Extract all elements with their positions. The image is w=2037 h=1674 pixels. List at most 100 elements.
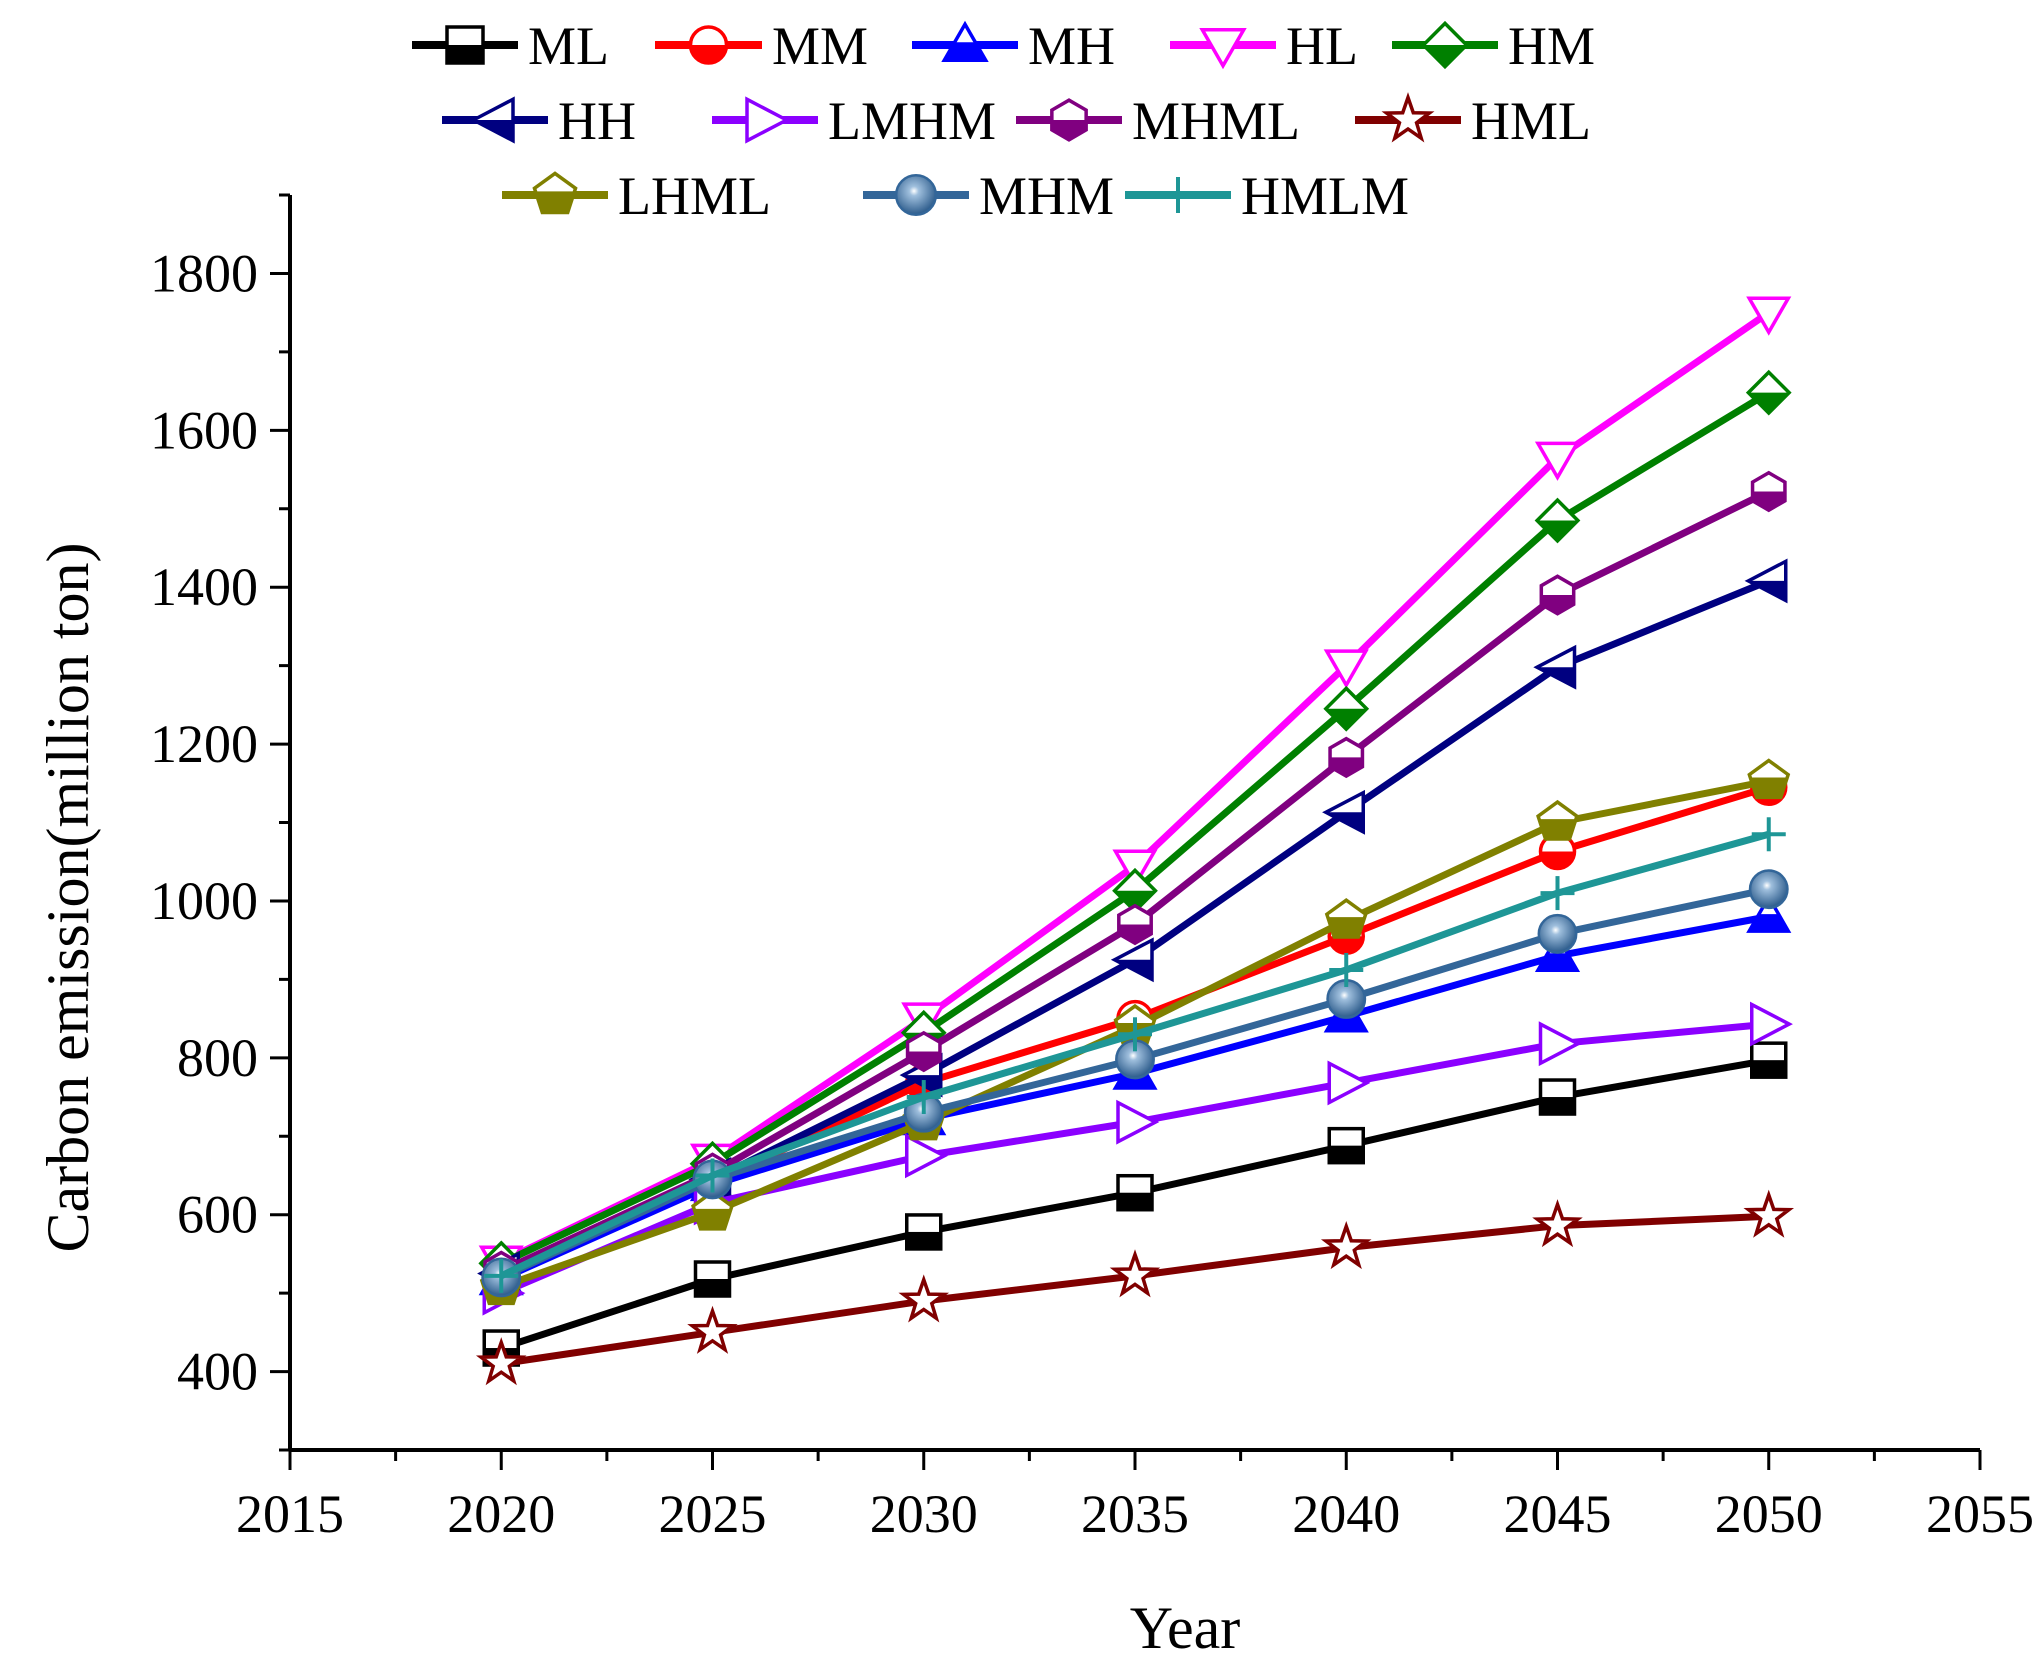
y-tick-label-1800: 1800: [150, 243, 258, 303]
legend-marker-hmlm: [1160, 177, 1196, 213]
marker-fill: [1051, 120, 1087, 140]
data-point-ml-2040: [1327, 1126, 1365, 1165]
marker-outline: [1746, 296, 1792, 336]
legend-marker-mhml: [1050, 98, 1088, 142]
marker-fill: [1538, 819, 1577, 840]
marker-outline: [687, 1305, 738, 1354]
data-point-hmlm-2045: [1540, 876, 1575, 911]
data-point-lhml-2025: [691, 1189, 734, 1231]
legend-label-mh: MH: [1028, 16, 1115, 76]
marker-fill: [1540, 1097, 1575, 1115]
data-point-mhml-2040: [1328, 736, 1365, 779]
legend-item-hmlm: HMLM: [1125, 166, 1409, 226]
data-point-hmlm-2020: [484, 1258, 519, 1293]
legend-marker-mm: [688, 25, 729, 65]
data-point-hmlm-2025: [695, 1158, 730, 1193]
data-point-mhml-2050: [1750, 470, 1787, 513]
marker-fill: [1325, 708, 1367, 730]
marker-fill: [1329, 1145, 1364, 1163]
x-tick-label-2020: 2020: [447, 1484, 555, 1544]
marker-fill: [1325, 812, 1364, 832]
data-point-lmhm-2035: [1116, 1099, 1160, 1145]
marker-fill: [535, 191, 575, 213]
legend-marker-hml: [1381, 92, 1435, 143]
data-point-hh-2045: [1533, 644, 1577, 690]
series-line-hml: [500, 1212, 1769, 1368]
marker-fill: [1423, 45, 1467, 67]
marker-outline: [1538, 1021, 1582, 1067]
data-point-mh-2050: [1746, 893, 1792, 933]
legend-marker-hm: [1420, 20, 1470, 70]
data-point-lmhm-2040: [1327, 1060, 1371, 1106]
y-tick-label-1000: 1000: [150, 871, 258, 931]
marker-fill: [1748, 392, 1790, 414]
legend-item-hl: HL: [1170, 16, 1358, 76]
marker-fill: [693, 1208, 732, 1229]
marker-fill: [1537, 667, 1575, 687]
data-point-hh-2050: [1744, 558, 1788, 604]
legend-label-hmlm: HMLM: [1241, 166, 1409, 226]
x-tick-label-2030: 2030: [870, 1484, 978, 1544]
marker-outline: [1327, 1060, 1371, 1106]
y-tick-label-1600: 1600: [150, 400, 258, 460]
marker-fill: [1114, 890, 1156, 912]
marker-outline: [1320, 1221, 1372, 1270]
legend-item-ml: ML: [412, 16, 609, 76]
data-point-ml-2025: [693, 1260, 732, 1298]
data-point-lhml-2045: [1536, 799, 1579, 841]
y-tick-label-800: 800: [177, 1028, 258, 1088]
marker-fill: [1114, 959, 1152, 980]
marker-outline: [1323, 649, 1369, 689]
legend-label-hl: HL: [1286, 16, 1358, 76]
data-point-hmlm-2040: [1329, 952, 1364, 987]
data-point-hml-2045: [1532, 1199, 1583, 1248]
marker-outline: [1743, 1189, 1795, 1238]
legend-item-mh: MH: [912, 16, 1115, 76]
marker-fill: [447, 45, 483, 63]
x-axis-title: Year: [1130, 1595, 1241, 1661]
legend-marker-lhml: [532, 171, 578, 215]
marker-outline: [1199, 27, 1247, 70]
series-layer: [475, 296, 1795, 1386]
data-point-mhml-2035: [1117, 903, 1153, 946]
data-point-lmhm-2050: [1750, 1001, 1793, 1047]
data-point-hml-2020: [475, 1337, 527, 1386]
data-point-hml-2025: [687, 1305, 738, 1354]
y-axis-title: Carbon emission(million ton): [35, 543, 101, 1253]
legend-item-hml: HML: [1355, 91, 1591, 151]
data-point-hmlm-2035: [1118, 1017, 1152, 1052]
data-point-lhml-2050: [1747, 758, 1791, 800]
marker-fill: [1749, 914, 1789, 932]
legend-item-hm: HM: [1392, 16, 1595, 76]
marker-outline: [1532, 1199, 1583, 1248]
data-point-hml-2035: [1109, 1249, 1161, 1298]
data-point-hm-2050: [1745, 369, 1792, 416]
legend-item-mhml: MHML: [1016, 91, 1300, 151]
marker-outline: [1116, 1099, 1160, 1145]
legend-label-lhml: LHML: [618, 166, 771, 226]
data-point-hml-2030: [898, 1274, 950, 1323]
x-tick-label-2040: 2040: [1292, 1484, 1400, 1544]
data-point-ml-2045: [1538, 1078, 1577, 1116]
marker-fill: [1752, 491, 1785, 511]
marker-fill: [907, 1051, 940, 1071]
data-point-hml-2050: [1743, 1189, 1795, 1238]
legend-marker-hh: [469, 96, 515, 144]
legend-label-lmhm: LMHM: [828, 91, 996, 151]
marker-outline: [1748, 869, 1789, 910]
legend-marker-lmhm: [745, 96, 791, 144]
y-tick-label-600: 600: [177, 1185, 258, 1245]
data-point-hl-2040: [1323, 649, 1369, 689]
data-point-mhml-2045: [1539, 574, 1576, 616]
marker-outline: [1534, 441, 1581, 481]
legend-label-ml: ML: [528, 16, 609, 76]
legend-item-mhm: MHM: [863, 166, 1114, 226]
marker-fill: [1751, 1060, 1786, 1078]
x-tick-label-2050: 2050: [1715, 1484, 1823, 1544]
marker-fill: [1540, 851, 1575, 869]
series-ml: [482, 1041, 1788, 1367]
marker-outline: [745, 96, 791, 144]
legend-label-hm: HM: [1508, 16, 1595, 76]
